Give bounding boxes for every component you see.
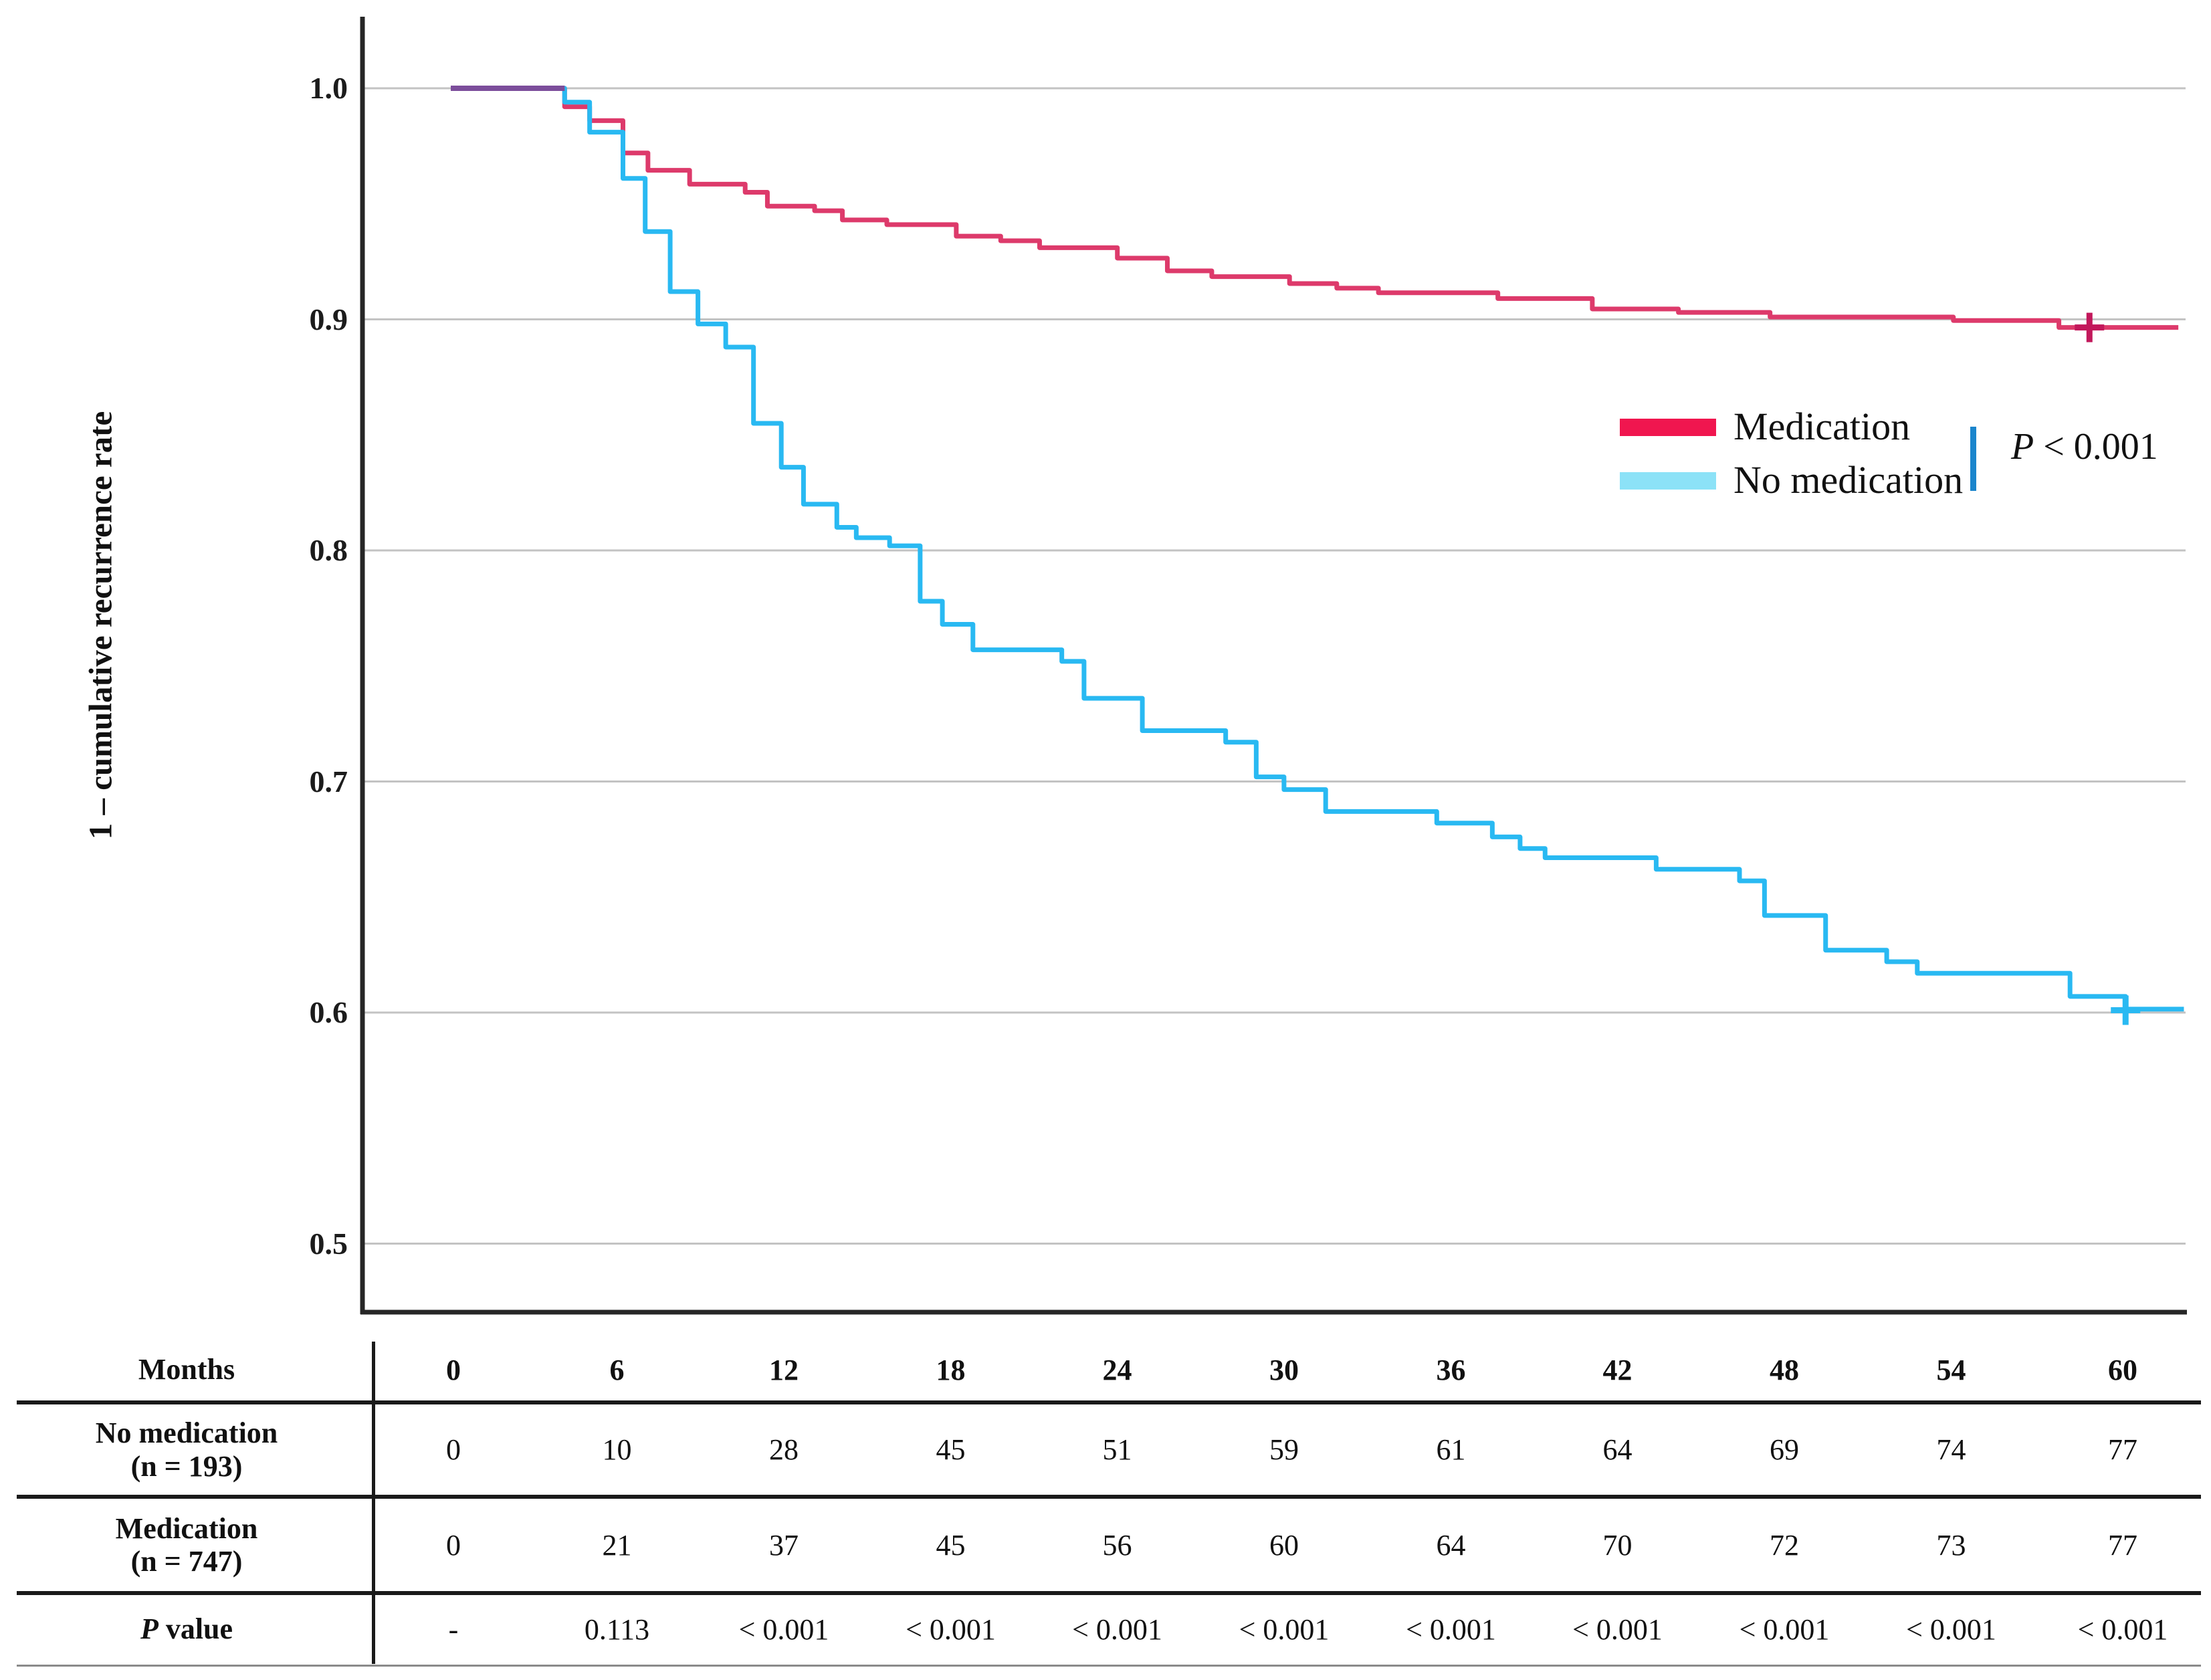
table-cell: < 0.001 [1406, 1612, 1496, 1646]
table-cell: < 0.001 [1906, 1612, 1996, 1646]
legend-label-medication: Medication [1733, 405, 1911, 448]
p-annotation-symbol: P [2011, 426, 2034, 467]
legend-swatch-medication [1620, 419, 1716, 436]
table-cell: 72 [1770, 1528, 1799, 1562]
table-cell: 0.113 [584, 1612, 650, 1646]
censor-mark-no-medication [2111, 995, 2141, 1025]
table-row-months: Months 0 6 12 18 24 30 36 42 48 54 60 [0, 1339, 2211, 1400]
table-rule-under-no-medication [17, 1495, 2201, 1499]
y-tick-label-0.7: 0.7 [309, 764, 348, 799]
table-cell: 64 [1436, 1528, 1466, 1562]
table-cell: 60 [1269, 1528, 1299, 1562]
table-rule-under-months [17, 1400, 2201, 1404]
table-cell: 70 [1602, 1528, 1633, 1562]
table-row-no-medication: No medication (n = 193) 0 10 28 45 51 59 61 64 69 7… [0, 1404, 2211, 1495]
table-rule-bottom [17, 1665, 2201, 1667]
table-cell: 59 [1269, 1433, 1299, 1466]
table-cell: 51 [1102, 1433, 1132, 1466]
table-cell: < 0.001 [738, 1612, 829, 1646]
table-cell: < 0.001 [2077, 1612, 2168, 1646]
table-cell: 0 [446, 1433, 461, 1466]
table-month-54: 54 [1936, 1353, 1966, 1386]
table-cell: 69 [1770, 1433, 1799, 1466]
table-cell: 74 [1936, 1433, 1966, 1466]
table-cell: < 0.001 [1572, 1612, 1663, 1646]
p-value-annotation: P < 0.001 [2011, 425, 2158, 468]
table-divider-line [372, 1342, 375, 1664]
y-tick-label-0.9: 0.9 [309, 302, 348, 336]
curve-medication [451, 86, 2179, 330]
table-row-label: No medication (n = 193) [95, 1416, 278, 1483]
table-cell: 10 [602, 1433, 632, 1466]
y-tick-label-1.0: 1.0 [309, 71, 348, 105]
censor-mark-medication [2075, 312, 2105, 342]
table-rule-under-medication [17, 1591, 2201, 1595]
table-cell: 56 [1102, 1528, 1132, 1562]
table-row-p-value: P value - 0.113 < 0.001 < 0.001 < 0.001 < 0.00… [0, 1594, 2211, 1665]
table-month-30: 30 [1269, 1353, 1299, 1386]
p-annotation-value: < 0.001 [2034, 426, 2158, 467]
table-cell: 28 [769, 1433, 799, 1466]
table-month-6: 6 [609, 1353, 625, 1386]
table-cell: 64 [1602, 1433, 1633, 1466]
table-month-36: 36 [1436, 1353, 1466, 1386]
legend-comparison-bracket [1970, 427, 1976, 491]
y-tick-label-0.8: 0.8 [309, 533, 348, 567]
curve-no-medication [451, 86, 2184, 1012]
table-month-42: 42 [1602, 1353, 1633, 1386]
table-row-medication: Medication (n = 747) 0 21 37 45 56 60 64 70 72 73 77 [0, 1499, 2211, 1591]
table-cell: - [448, 1612, 459, 1646]
table-month-60: 60 [2108, 1353, 2137, 1386]
table-row-label: P value [140, 1612, 233, 1646]
table-cell: 21 [602, 1528, 632, 1562]
table-cell: 45 [936, 1528, 966, 1562]
y-axis-title: 1 – cumulative recurrence rate [82, 411, 119, 840]
table-month-12: 12 [769, 1353, 799, 1386]
legend-swatch-no-medication [1620, 472, 1716, 490]
table-cell: < 0.001 [906, 1612, 996, 1646]
y-tick-label-0.5: 0.5 [309, 1226, 348, 1261]
table-cell: 77 [2108, 1528, 2137, 1562]
table-cell: 45 [936, 1433, 966, 1466]
table-cell: 77 [2108, 1433, 2137, 1466]
table-cell: < 0.001 [1739, 1612, 1830, 1646]
y-tick-label-0.6: 0.6 [309, 995, 348, 1029]
table-month-24: 24 [1102, 1353, 1132, 1386]
table-cell: 0 [446, 1528, 461, 1562]
table-cell: 61 [1436, 1433, 1466, 1466]
table-cell: < 0.001 [1072, 1612, 1162, 1646]
table-cell: 37 [769, 1528, 799, 1562]
table-cell: 73 [1936, 1528, 1966, 1562]
table-row-label: Medication (n = 747) [115, 1511, 258, 1578]
legend-label-no-medication: No medication [1733, 458, 1964, 502]
table-header-months: Months [138, 1353, 235, 1386]
table-cell: < 0.001 [1239, 1612, 1330, 1646]
table-month-0: 0 [446, 1353, 461, 1386]
km-chart-plot [360, 17, 2187, 1315]
table-month-18: 18 [936, 1353, 966, 1386]
table-month-48: 48 [1770, 1353, 1799, 1386]
